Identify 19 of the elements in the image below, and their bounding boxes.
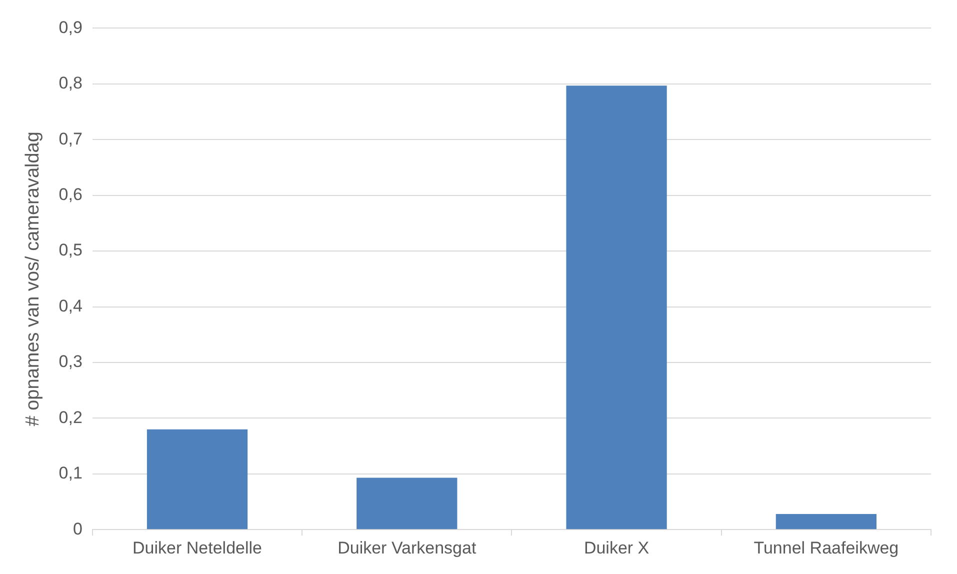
x-tick-label: Tunnel Raafeikweg — [754, 538, 899, 558]
y-tick-label: 0,8 — [58, 74, 82, 93]
y-tick-label: 0 — [72, 519, 82, 538]
y-tick-label: 0,3 — [58, 352, 82, 372]
y-tick-label: 0,1 — [58, 464, 82, 483]
bar — [566, 86, 667, 530]
y-tick-label: 0,9 — [58, 18, 82, 37]
x-tick-label: Duiker X — [584, 538, 650, 558]
y-tick-label: 0,7 — [58, 129, 82, 148]
y-tick-label: 0,6 — [58, 185, 82, 204]
bar — [356, 478, 458, 530]
x-tick-label: Duiker Neteldelle — [132, 538, 262, 558]
bar — [776, 514, 876, 530]
y-tick-label: 0,2 — [58, 408, 82, 427]
x-tick-label: Duiker Varkensgat — [338, 538, 476, 558]
bar — [146, 429, 248, 530]
y-tick-label: 0,5 — [58, 240, 82, 260]
y-axis-title: # opnames van vos/ cameravaldag — [22, 132, 44, 426]
y-tick-label: 0,4 — [58, 296, 82, 316]
